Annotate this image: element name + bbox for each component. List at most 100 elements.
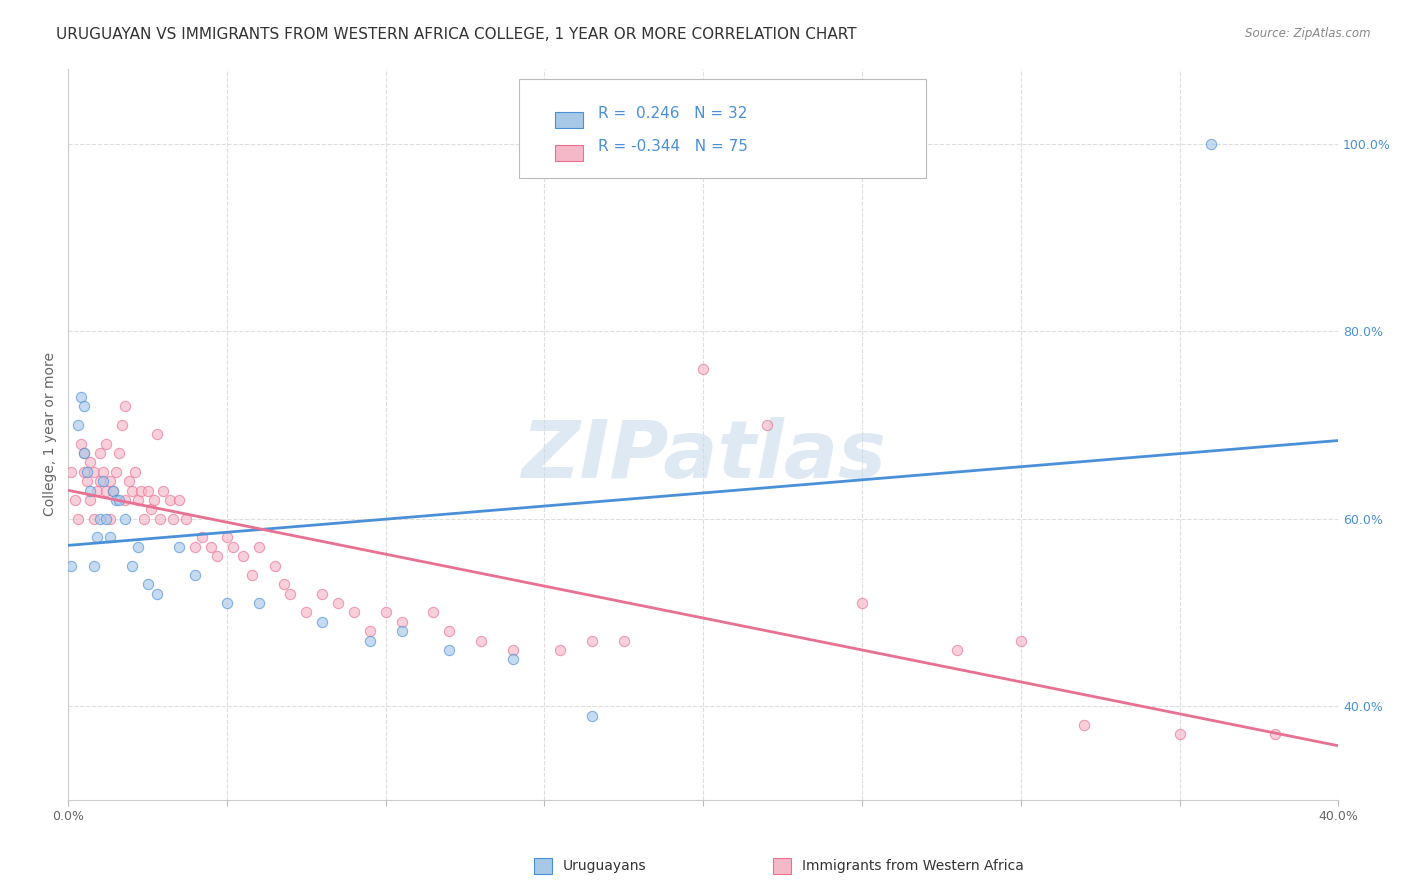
Point [613,633,636,648]
Point [86,483,108,498]
Point [70,390,93,404]
Point [121,483,143,498]
Point [184,540,207,554]
Point [422,606,444,620]
Point [136,483,159,498]
Point [311,587,333,601]
Point [359,624,381,639]
Point [280,587,302,601]
Point [391,615,413,629]
Point [111,417,134,432]
Point [96,483,118,498]
Point [263,558,285,573]
Point [96,512,118,526]
Point [215,596,238,610]
Text: ZIPatlas: ZIPatlas [520,417,886,495]
Point [83,465,105,479]
Point [83,558,105,573]
Point [73,465,96,479]
Point [96,436,118,450]
Point [104,465,127,479]
Point [60,558,83,573]
Point [91,474,114,488]
Point [326,596,349,610]
Point [1168,727,1191,741]
FancyBboxPatch shape [519,79,925,178]
Point [101,483,124,498]
Point [143,492,166,507]
Point [146,427,169,442]
Point [215,531,238,545]
Point [63,492,86,507]
Text: Source: ZipAtlas.com: Source: ZipAtlas.com [1246,27,1371,40]
Point [79,455,101,469]
Text: Uruguayans: Uruguayans [564,859,647,873]
Point [1010,633,1032,648]
Point [295,606,318,620]
Point [439,643,461,657]
Point [117,474,139,488]
Point [108,492,131,507]
Point [162,512,184,526]
Point [207,549,229,564]
Point [946,643,969,657]
Point [174,512,197,526]
Point [149,512,172,526]
Point [247,596,270,610]
FancyBboxPatch shape [554,145,582,161]
Point [60,465,83,479]
Point [73,446,96,460]
Point [136,577,159,591]
Point [343,606,366,620]
Point [89,512,111,526]
Point [1264,727,1286,741]
Point [692,361,714,376]
Point [101,483,124,498]
Point [134,512,156,526]
Point [222,540,245,554]
Point [391,624,413,639]
Point [311,615,333,629]
Point [76,465,98,479]
Point [114,399,136,413]
Point [146,587,169,601]
Point [91,465,114,479]
Point [98,512,121,526]
Point [98,474,121,488]
Point [129,483,152,498]
Point [121,558,143,573]
Point [1073,718,1095,732]
Point [470,633,492,648]
Point [159,492,181,507]
Point [73,446,96,460]
Point [152,483,174,498]
Point [247,540,270,554]
Point [70,436,93,450]
Y-axis label: College, 1 year or more: College, 1 year or more [44,352,58,516]
Point [169,492,191,507]
Point [502,652,524,666]
Point [581,708,603,723]
Point [581,633,603,648]
Point [184,568,207,582]
Point [169,540,191,554]
Point [86,531,108,545]
Point [273,577,295,591]
Point [190,531,212,545]
Point [1199,136,1222,151]
Point [104,492,127,507]
Point [114,512,136,526]
Point [502,643,524,657]
Text: R = -0.344   N = 75: R = -0.344 N = 75 [598,139,748,154]
Point [108,446,131,460]
Point [232,549,254,564]
Point [139,502,162,516]
Point [127,540,149,554]
Point [76,474,98,488]
Point [374,606,396,620]
Text: Immigrants from Western Africa: Immigrants from Western Africa [803,859,1024,873]
FancyBboxPatch shape [554,112,582,128]
Point [83,512,105,526]
Point [359,633,381,648]
Point [550,643,572,657]
